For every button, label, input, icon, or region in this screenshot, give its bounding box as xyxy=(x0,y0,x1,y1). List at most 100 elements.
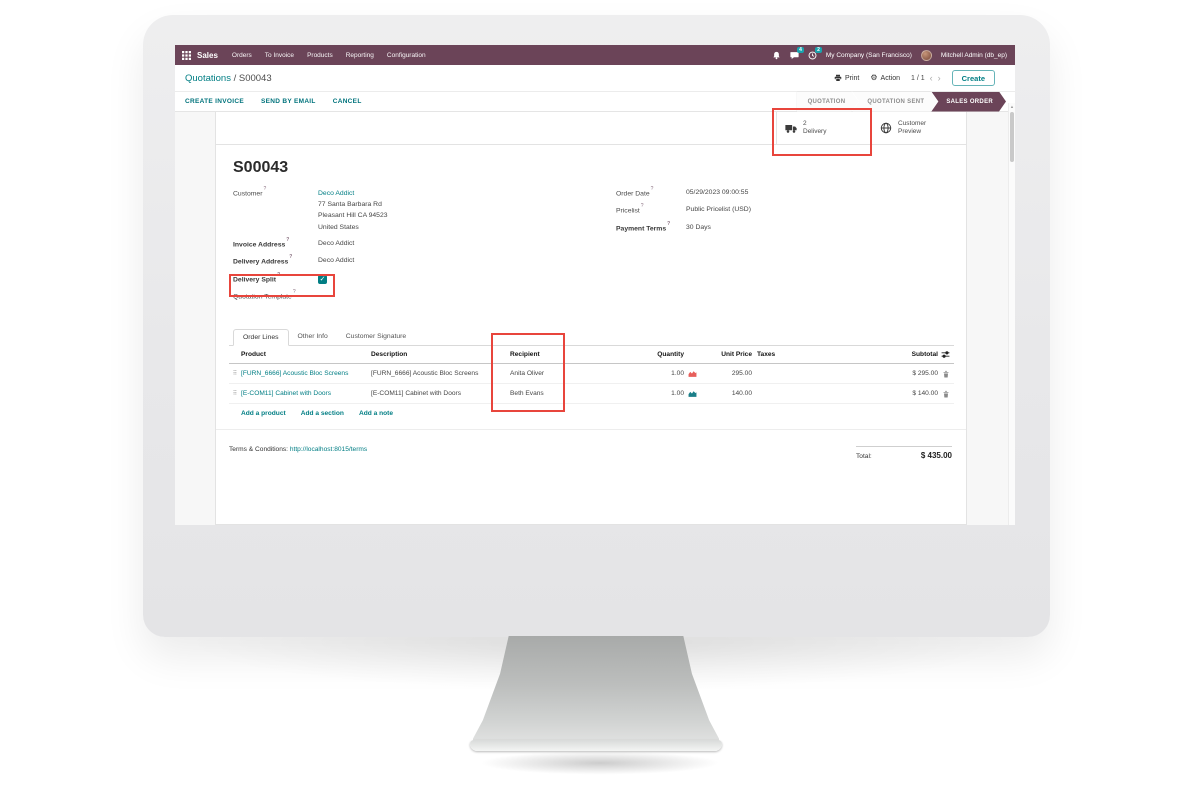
delivery-address-value[interactable]: Deco Addict xyxy=(318,257,355,265)
help-icon: ? xyxy=(640,203,644,210)
terms-line: Terms & Conditions: http://localhost:801… xyxy=(229,446,367,453)
chat-icon xyxy=(790,51,799,59)
printer-icon xyxy=(834,74,842,82)
user-name[interactable]: Mitchell Admin (db_ep) xyxy=(940,51,1007,59)
drag-handle-icon[interactable]: ⠿ xyxy=(232,371,238,377)
app-name[interactable]: Sales xyxy=(197,50,218,60)
unit-price-cell[interactable]: 295.00 xyxy=(731,370,752,377)
customer-address-line1: 77 Santa Barbara Rd xyxy=(318,201,382,209)
content-area: 2 Delivery Customer Preview xyxy=(175,112,1015,525)
field-delivery-split: Delivery Split? ✓ xyxy=(233,271,954,285)
terms-link[interactable]: http://localhost:8015/terms xyxy=(289,446,368,453)
payment-terms-value[interactable]: 30 Days xyxy=(686,223,711,231)
delivery-smart-button[interactable]: 2 Delivery xyxy=(776,112,871,144)
col-description[interactable]: Description xyxy=(371,351,408,358)
notifications-bell[interactable] xyxy=(772,51,781,60)
send-by-email-button[interactable]: SEND BY EMAIL xyxy=(260,98,316,105)
scroll-up-icon[interactable]: ▲ xyxy=(1010,104,1014,109)
invoice-address-value[interactable]: Deco Addict xyxy=(318,239,355,247)
messages-button[interactable]: 4 xyxy=(790,46,804,60)
terms-label: Terms & Conditions: xyxy=(229,446,288,453)
tab-order-lines[interactable]: Order Lines xyxy=(233,329,289,346)
nav-right: 4 2 My Company (San Francisco) Mitchell … xyxy=(772,46,1015,61)
col-taxes[interactable]: Taxes xyxy=(757,351,776,358)
vertical-scrollbar[interactable]: ▲ xyxy=(1008,103,1015,525)
breadcrumb-current: / S00043 xyxy=(233,72,272,84)
customer-preview-line2: Preview xyxy=(898,128,922,135)
total-value: $ 435.00 xyxy=(920,451,952,460)
forecast-chart-icon[interactable] xyxy=(688,369,697,378)
col-unit-price[interactable]: Unit Price xyxy=(721,351,752,358)
create-invoice-button[interactable]: CREATE INVOICE xyxy=(185,98,244,105)
create-button[interactable]: Create xyxy=(951,70,995,86)
product-link[interactable]: [FURN_6666] Acoustic Bloc Screens xyxy=(241,370,349,377)
user-avatar[interactable] xyxy=(920,49,932,61)
tab-other-info[interactable]: Other Info xyxy=(297,333,328,340)
smart-buttons-strip: 2 Delivery Customer Preview xyxy=(216,112,966,145)
add-section-link[interactable]: Add a section xyxy=(300,410,344,417)
activities-button[interactable]: 2 xyxy=(808,46,822,60)
quantity-cell[interactable]: 1.00 xyxy=(671,390,684,397)
customer-label: Customer? xyxy=(233,186,267,198)
forecast-chart-icon[interactable] xyxy=(688,389,697,398)
menu-orders[interactable]: Orders xyxy=(231,51,252,59)
status-quotation-sent[interactable]: QUOTATION SENT xyxy=(852,92,937,112)
product-link[interactable]: [E-COM11] Cabinet with Doors xyxy=(241,390,332,397)
add-note-link[interactable]: Add a note xyxy=(358,410,394,417)
col-product[interactable]: Product xyxy=(241,351,266,358)
subtotal-cell: $ 140.00 xyxy=(912,390,938,397)
menu-products[interactable]: Products xyxy=(307,51,333,59)
payment-terms-label: Payment Terms? xyxy=(616,220,671,233)
help-icon: ? xyxy=(289,254,293,261)
help-icon: ? xyxy=(277,271,281,278)
status-quotation[interactable]: QUOTATION xyxy=(797,92,859,112)
order-lines-table: Product Description Recipient Quantity U… xyxy=(229,346,954,425)
menu-configuration[interactable]: Configuration xyxy=(386,51,426,59)
menu-reporting[interactable]: Reporting xyxy=(345,51,374,59)
drag-handle-icon[interactable]: ⠿ xyxy=(232,391,238,397)
table-add-links: Add a product Add a section Add a note xyxy=(229,404,954,425)
action-button[interactable]: ⚙ Action xyxy=(870,74,900,82)
pager: 1 / 1 ‹ › xyxy=(911,73,941,83)
print-button[interactable]: Print xyxy=(834,74,859,82)
messages-badge: 4 xyxy=(797,46,804,53)
delete-row-icon[interactable] xyxy=(942,390,950,398)
customer-link[interactable]: Deco Addict xyxy=(318,190,355,197)
menu-to-invoice[interactable]: To Invoice xyxy=(264,51,295,59)
scrollbar-thumb[interactable] xyxy=(1010,112,1014,162)
status-sales-order[interactable]: SALES ORDER xyxy=(931,92,1006,112)
quantity-cell[interactable]: 1.00 xyxy=(671,370,684,377)
apps-grid-icon[interactable] xyxy=(182,50,191,60)
col-recipient[interactable]: Recipient xyxy=(510,351,540,358)
pager-count: 1 / 1 xyxy=(911,74,925,82)
section-divider xyxy=(216,429,966,430)
pager-prev-icon[interactable]: ‹ xyxy=(929,73,933,83)
optional-columns-icon[interactable] xyxy=(941,350,950,359)
recipient-cell[interactable]: Beth Evans xyxy=(510,390,544,397)
activities-badge: 2 xyxy=(815,46,822,53)
customer-preview-smart-button[interactable]: Customer Preview xyxy=(871,112,966,144)
breadcrumb-quotations[interactable]: Quotations xyxy=(185,72,231,84)
description-cell[interactable]: [FURN_6666] Acoustic Bloc Screens xyxy=(371,370,479,377)
delivery-split-checkbox[interactable]: ✓ xyxy=(318,274,327,284)
order-date-value[interactable]: 05/29/2023 09:00:55 xyxy=(686,189,749,196)
col-subtotal[interactable]: Subtotal xyxy=(911,351,938,358)
order-date-label: Order Date? xyxy=(616,186,654,198)
add-product-link[interactable]: Add a product xyxy=(241,410,286,417)
field-group-right: Order Date? 05/29/2023 09:00:55 Pricelis… xyxy=(616,186,916,240)
help-icon: ? xyxy=(667,220,671,227)
unit-price-cell[interactable]: 140.00 xyxy=(731,390,752,397)
tab-customer-signature[interactable]: Customer Signature xyxy=(345,333,407,340)
recipient-cell[interactable]: Anita Oliver xyxy=(510,370,545,377)
field-invoice-address: Invoice Address? Deco Addict xyxy=(233,237,954,250)
quotation-template-label: Quotation Template? xyxy=(233,289,296,301)
pricelist-value[interactable]: Public Pricelist (USD) xyxy=(686,206,751,214)
delete-row-icon[interactable] xyxy=(942,370,950,378)
description-cell[interactable]: [E-COM11] Cabinet with Doors xyxy=(371,390,462,397)
delivery-address-label: Delivery Address? xyxy=(233,254,293,266)
col-quantity[interactable]: Quantity xyxy=(657,351,684,358)
notebook-tabs: Order Lines Other Info Customer Signatur… xyxy=(229,328,954,346)
cancel-button[interactable]: CANCEL xyxy=(332,98,362,105)
company-name[interactable]: My Company (San Francisco) xyxy=(825,51,912,59)
pager-next-icon[interactable]: › xyxy=(937,73,941,83)
